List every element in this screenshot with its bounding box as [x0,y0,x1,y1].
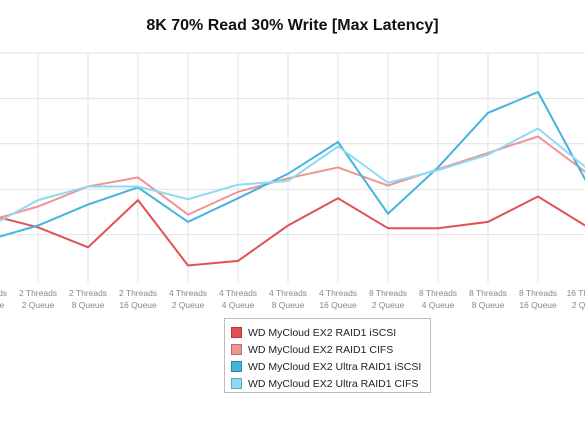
x-tick-label: 8 Queue [272,300,305,310]
x-tick-label: 2 Threads [69,288,107,298]
series-line-2 [0,90,585,238]
chart-title: 8K 70% Read 30% Write [Max Latency] [146,17,439,34]
legend-swatch [231,361,242,372]
legend-label: WD MyCloud EX2 RAID1 CIFS [248,343,394,356]
legend-label: WD MyCloud EX2 Ultra RAID1 CIFS [248,377,419,390]
legend-label: WD MyCloud EX2 RAID1 iSCSI [248,326,397,339]
series-line-1 [0,135,585,219]
grid-lines [0,52,585,283]
x-tick-label: 1 Queue [0,300,5,310]
x-tick-label: 2 Queue [22,300,55,310]
series-lines [0,90,585,267]
x-tick-label: 4 Queue [422,300,455,310]
legend-label: WD MyCloud EX2 Ultra RAID1 iSCSI [248,360,422,373]
legend-item-2: WD MyCloud EX2 Ultra RAID1 iSCSI [231,358,430,375]
x-tick-label: 4 Threads [319,288,357,298]
x-axis-tick-labels: 1 Threads 1 Queue 2 Threads 2 Queue 2 Thread… [0,288,585,310]
x-tick-label: 8 Threads [419,288,457,298]
x-tick-label: 16 Threads [567,288,585,298]
x-tick-label: 16 Queue [119,300,157,310]
x-tick-label: 1 Threads [0,288,7,298]
x-tick-label: 4 Threads [169,288,207,298]
x-tick-label: 8 Queue [472,300,505,310]
series-line-0 [0,195,585,267]
x-tick-label: 8 Threads [469,288,507,298]
x-tick-label: 16 Queue [319,300,357,310]
legend-swatch [231,327,242,338]
x-tick-label: 2 Threads [119,288,157,298]
legend-swatch [231,344,242,355]
legend-item-1: WD MyCloud EX2 RAID1 CIFS [231,341,430,358]
x-tick-label: 4 Queue [222,300,255,310]
x-tick-label: 4 Threads [219,288,257,298]
x-tick-label: 2 Queue [572,300,585,310]
x-tick-label: 2 Threads [19,288,57,298]
x-tick-label: 8 Queue [72,300,105,310]
x-tick-label: 4 Threads [269,288,307,298]
legend-swatch [231,378,242,389]
x-tick-label: 2 Queue [372,300,405,310]
series-line-3 [0,127,585,222]
legend-item-0: WD MyCloud EX2 RAID1 iSCSI [231,324,430,341]
chart-legend: WD MyCloud EX2 RAID1 iSCSI WD MyCloud EX2… [224,318,431,393]
x-tick-label: 2 Queue [172,300,205,310]
x-tick-label: 8 Threads [519,288,557,298]
legend-item-3: WD MyCloud EX2 Ultra RAID1 CIFS [231,375,430,392]
x-tick-label: 8 Threads [369,288,407,298]
x-tick-label: 16 Queue [519,300,557,310]
